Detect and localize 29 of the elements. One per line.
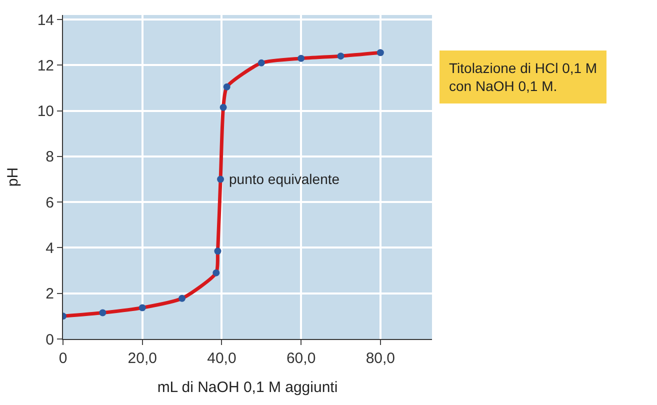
y-tick-label: 8 (46, 148, 54, 166)
point (217, 176, 224, 183)
y-tick-label: 6 (46, 194, 54, 212)
y-tick-label: 10 (37, 103, 54, 120)
x-tick-label: 60,0 (286, 350, 316, 367)
x-tick-label: 40,0 (207, 350, 236, 367)
y-tick-label: 4 (46, 240, 54, 257)
y-axis-title: pH (4, 167, 22, 187)
point (258, 59, 265, 66)
text: Titolazione di HCl 0,1 M con NaOH 0,1 M. (449, 60, 598, 94)
x-tick-label: 80,0 (366, 350, 396, 367)
point (220, 104, 227, 111)
point (178, 294, 186, 302)
x-tick-label: 20,0 (128, 350, 157, 367)
point (376, 49, 384, 56)
x-axis-title: mL di NaOH 0,1 M aggiunti (157, 379, 338, 396)
point (214, 248, 222, 255)
point (99, 309, 106, 316)
y-tick-label: 12 (37, 57, 54, 74)
x-tick-label: 0 (58, 350, 68, 367)
annotation: punto equivalente (229, 171, 340, 187)
point (223, 83, 230, 90)
y-tick-label: 0 (46, 331, 54, 348)
y-tick-label: 14 (37, 12, 54, 29)
point (337, 52, 344, 60)
point (212, 269, 220, 276)
point (138, 304, 146, 312)
y-tick-label: 2 (46, 286, 54, 303)
point (298, 54, 305, 62)
